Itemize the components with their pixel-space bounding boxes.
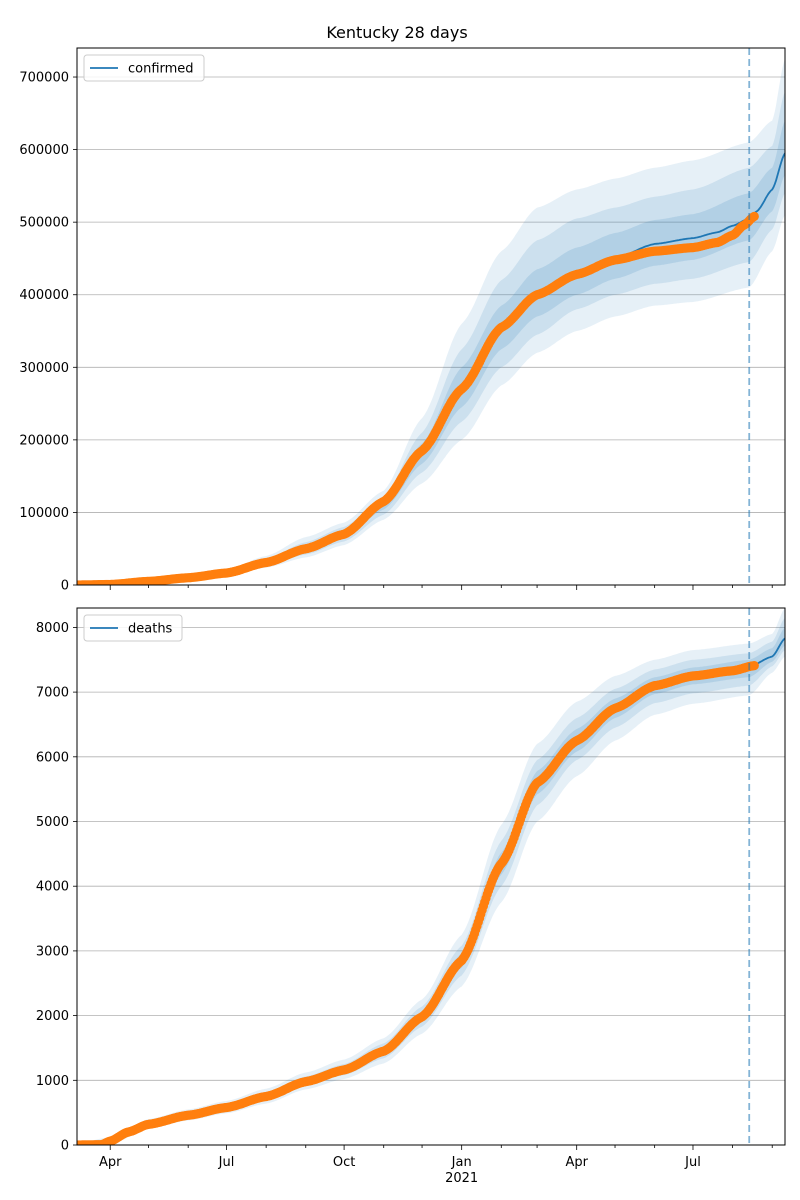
y-tick-label: 500000 <box>19 216 69 231</box>
uncertainty-band-1 <box>77 58 785 585</box>
uncertainty-band-2 <box>77 91 785 585</box>
y-tick-label: 6000 <box>36 750 69 765</box>
deaths-panel: 0 1000 2000 3000 4000 5000 6000 7000 8000 deaths <box>36 607 786 1154</box>
x-tick-label: Apr <box>565 1155 588 1170</box>
y-tick-label: 7000 <box>36 686 69 701</box>
legend: confirmed <box>83 54 205 82</box>
x-tick-label: Apr <box>99 1155 122 1170</box>
y-tick-label: 5000 <box>36 815 69 830</box>
legend-box <box>83 614 183 642</box>
date-x-axis: Apr Jul Oct Jan Apr Jul 2021 <box>99 1155 701 1186</box>
y-tick-label: 3000 <box>36 944 69 959</box>
uncertainty-band-3 <box>77 120 785 585</box>
x-year-label: 2021 <box>445 1171 478 1186</box>
chart-title: Kentucky 28 days <box>326 23 467 42</box>
observed-point <box>749 661 759 671</box>
y-tick-label: 0 <box>61 1139 69 1154</box>
uncertainty-band-1 <box>77 608 785 1145</box>
x-tick-label: Jul <box>218 1155 235 1170</box>
legend-label: confirmed <box>128 62 194 77</box>
observed-points <box>77 661 759 1145</box>
y-tick-label: 8000 <box>36 621 69 636</box>
y-tick-label: 700000 <box>19 71 69 86</box>
legend-label: deaths <box>128 622 173 637</box>
x-tick-label: Jan <box>451 1155 472 1170</box>
y-tick-label: 600000 <box>19 143 69 158</box>
legend-box <box>83 54 205 82</box>
observed-points <box>77 211 759 585</box>
confirmed-panel: 0 100000 200000 300000 400000 500000 600000 700… <box>19 47 786 594</box>
y-tick-label: 0 <box>61 579 69 594</box>
legend: deaths <box>83 614 183 642</box>
y-tick-label: 300000 <box>19 361 69 376</box>
axes-frame <box>76 607 786 1146</box>
observed-point <box>749 211 759 221</box>
y-tick-label: 4000 <box>36 880 69 895</box>
y-tick-label: 200000 <box>19 433 69 448</box>
uncertainty-band-3 <box>77 627 785 1145</box>
y-tick-label: 400000 <box>19 288 69 303</box>
y-tick-label: 100000 <box>19 506 69 521</box>
axes-frame <box>76 47 786 586</box>
y-tick-label: 1000 <box>36 1074 69 1089</box>
y-tick-label: 2000 <box>36 1009 69 1024</box>
x-tick-label: Jul <box>684 1155 701 1170</box>
x-tick-label: Oct <box>333 1155 355 1170</box>
